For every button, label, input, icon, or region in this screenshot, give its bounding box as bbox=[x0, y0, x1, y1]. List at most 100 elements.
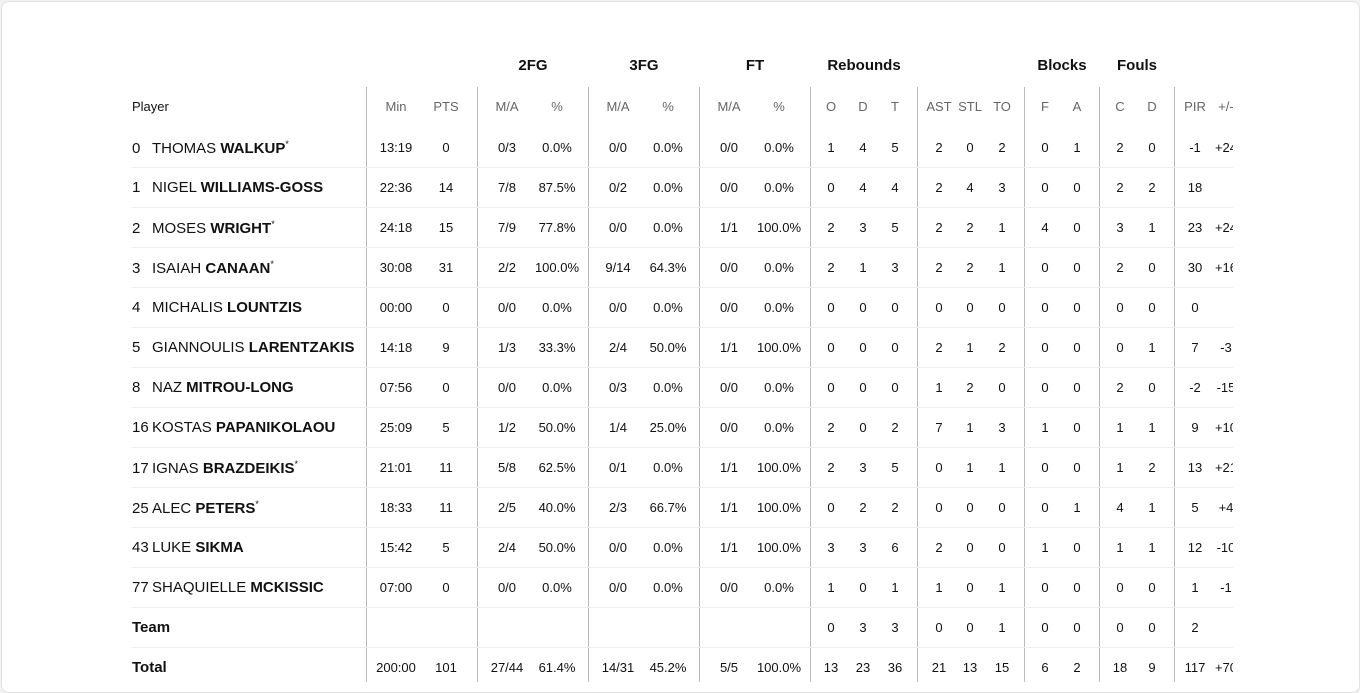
stat-cell: 0.0% bbox=[764, 300, 794, 315]
stat-cell: 2 bbox=[935, 540, 943, 555]
stat-cell: 0 bbox=[1073, 540, 1081, 555]
stat-cell: 0 bbox=[1148, 620, 1156, 635]
stat-cell: 101 bbox=[435, 660, 457, 675]
stat-cell: 0.0% bbox=[764, 140, 794, 155]
stat-cell: 1 bbox=[935, 380, 943, 395]
player-number: 25 bbox=[132, 500, 149, 517]
stat-cell: +70 bbox=[1214, 660, 1233, 675]
stat-cell: 00:00 bbox=[379, 300, 413, 315]
stat-cell: 9 bbox=[1191, 420, 1199, 435]
stat-cell: 0 bbox=[827, 500, 835, 515]
stat-cell: 5 bbox=[1191, 500, 1199, 515]
column-header: T bbox=[891, 99, 899, 114]
stat-cell: 0.0% bbox=[764, 380, 794, 395]
stat-cell: 13 bbox=[823, 660, 839, 675]
stat-cell: 0 bbox=[1041, 580, 1049, 595]
stat-cell: 0 bbox=[1073, 260, 1081, 275]
stat-cell: 1 bbox=[827, 140, 835, 155]
stat-cell: 2 bbox=[859, 500, 867, 515]
stat-cell: 1 bbox=[935, 580, 943, 595]
stat-cell: 50.0% bbox=[538, 540, 576, 555]
stat-cell: 3 bbox=[998, 180, 1006, 195]
player-number: 1 bbox=[132, 179, 141, 196]
stat-cell: 25:09 bbox=[379, 420, 413, 435]
stat-cell: 23 bbox=[1187, 220, 1203, 235]
player-number: 3 bbox=[132, 260, 141, 277]
column-header: AST bbox=[926, 99, 952, 114]
column-separator bbox=[588, 87, 589, 682]
stat-cell: 0/0 bbox=[608, 540, 628, 555]
row-separator bbox=[132, 247, 1233, 248]
player-name: 0 THOMAS WALKUP* bbox=[132, 139, 289, 157]
stat-cell: 200:00 bbox=[376, 660, 416, 675]
stat-cell: 0 bbox=[935, 620, 943, 635]
stat-cell: 2/5 bbox=[497, 500, 517, 515]
column-header: STL bbox=[958, 99, 982, 114]
column-header: Min bbox=[385, 99, 407, 114]
column-header: +/- bbox=[1218, 99, 1233, 114]
stat-cell: 36 bbox=[887, 660, 903, 675]
stat-cell: 0.0% bbox=[653, 180, 683, 195]
stat-cell: 2 bbox=[966, 380, 974, 395]
row-separator bbox=[132, 447, 1233, 448]
stat-cell: 5 bbox=[891, 220, 899, 235]
stat-cell: 0/0 bbox=[608, 140, 628, 155]
first-name: THOMAS bbox=[152, 140, 217, 157]
starter-mark: * bbox=[285, 139, 289, 149]
stat-cell: 0/0 bbox=[719, 300, 739, 315]
stat-cell: 1 bbox=[966, 420, 974, 435]
stat-cell: 23 bbox=[855, 660, 871, 675]
stat-cell: +10 bbox=[1214, 420, 1233, 435]
stat-cell: 1 bbox=[1148, 540, 1156, 555]
player-name: 3 ISAIAH CANAAN* bbox=[132, 259, 274, 277]
stat-cell: 2 bbox=[827, 420, 835, 435]
stat-cell: 3 bbox=[859, 620, 867, 635]
stat-cell: 22:36 bbox=[379, 180, 413, 195]
stat-cell: 1 bbox=[1041, 420, 1049, 435]
last-name: BRAZDEIKIS bbox=[202, 460, 295, 477]
player-number: 8 bbox=[132, 379, 141, 396]
column-header: F bbox=[1041, 99, 1049, 114]
stat-cell: 2 bbox=[891, 420, 899, 435]
stat-cell: 0 bbox=[966, 300, 974, 315]
stat-cell: 4 bbox=[891, 180, 899, 195]
stat-cell: 0/0 bbox=[719, 140, 739, 155]
stat-cell: 1 bbox=[891, 580, 899, 595]
first-name: IGNAS bbox=[152, 460, 199, 477]
stat-cell: 64.3% bbox=[649, 260, 687, 275]
stat-cell: 5 bbox=[442, 540, 450, 555]
stat-cell: 1/1 bbox=[719, 340, 739, 355]
stat-cell: 2 bbox=[998, 140, 1006, 155]
first-name: MICHALIS bbox=[152, 299, 223, 316]
last-name: SIKMA bbox=[195, 539, 244, 556]
stat-cell: 1/1 bbox=[719, 500, 739, 515]
stat-cell: 18 bbox=[1187, 180, 1203, 195]
stat-cell: 0.0% bbox=[542, 380, 572, 395]
player-name: 16 KOSTAS PAPANIKOLAOU bbox=[132, 419, 335, 436]
stat-cell: 4 bbox=[1041, 220, 1049, 235]
stat-cell: 66.7% bbox=[649, 500, 687, 515]
stat-cell: 100.0% bbox=[756, 340, 802, 355]
stat-cell: 0.0% bbox=[542, 580, 572, 595]
player-name: 25 ALEC PETERS* bbox=[132, 499, 259, 517]
stat-cell: 33.3% bbox=[538, 340, 576, 355]
column-separator bbox=[810, 87, 811, 682]
stat-cell: 87.5% bbox=[538, 180, 576, 195]
row-separator bbox=[132, 167, 1233, 168]
stat-cell: 2/4 bbox=[497, 540, 517, 555]
column-separator bbox=[477, 87, 478, 682]
stat-cell: 100.0% bbox=[756, 660, 802, 675]
stat-cell: 45.2% bbox=[649, 660, 687, 675]
stat-cell: 1 bbox=[1073, 500, 1081, 515]
last-name: MITROU-LONG bbox=[186, 379, 294, 396]
stat-cell: 0 bbox=[966, 540, 974, 555]
stat-cell: 5/5 bbox=[719, 660, 739, 675]
last-name: CANAAN bbox=[205, 260, 271, 277]
column-header: M/A bbox=[606, 99, 630, 114]
player-number: 17 bbox=[132, 460, 149, 477]
row-label: Total bbox=[132, 659, 167, 676]
stat-cell: 1 bbox=[966, 340, 974, 355]
stat-cell: 1 bbox=[1041, 540, 1049, 555]
stat-cell: 0 bbox=[891, 380, 899, 395]
stat-cell: 07:56 bbox=[379, 380, 413, 395]
